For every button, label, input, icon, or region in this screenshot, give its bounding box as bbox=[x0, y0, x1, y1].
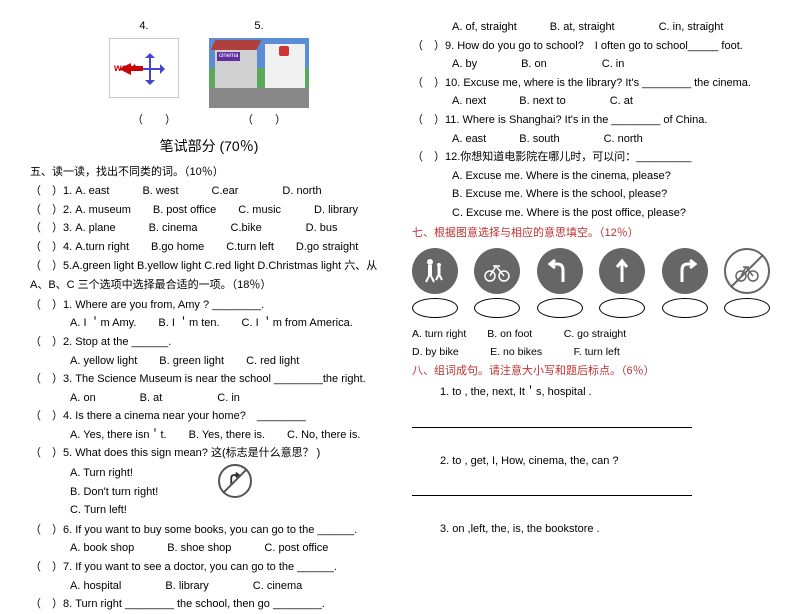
q6-6-choices: A. book shop B. shoe shop C. post office bbox=[30, 540, 388, 558]
q6-9-choices: A. by B. on C. in bbox=[412, 56, 770, 74]
q6-4[interactable]: （ ）4. Is there a cinema near your home? … bbox=[30, 408, 388, 426]
q5-5[interactable]: （ ）5.A.green light B.yellow light C.red … bbox=[30, 258, 388, 276]
q6-2[interactable]: （ ）2. Stop at the ______. bbox=[30, 334, 388, 352]
q5-2[interactable]: （ ）2. A. museum B. post office C. music … bbox=[30, 202, 388, 220]
no-right-turn-icon bbox=[218, 464, 252, 498]
sign-row bbox=[412, 248, 770, 294]
answer-oval-1[interactable] bbox=[412, 298, 458, 318]
q6-5[interactable]: （ ）5. What does this sign mean? 这(标志是什么意… bbox=[30, 445, 388, 463]
img5-label: 5. bbox=[209, 18, 309, 36]
q6-1-choices: A. I ＇m Amy. B. I ＇m ten. C. I ＇m from A… bbox=[30, 315, 388, 333]
q6-3-choices: A. on B. at C. in bbox=[30, 390, 388, 408]
img4-label: 4. bbox=[109, 18, 179, 36]
cinema-image: cinema bbox=[209, 38, 309, 108]
section-6-header: A、B、C 三个选项中选择最合适的一项。（18％） bbox=[30, 277, 388, 295]
q6-11-choices: A. east B. south C. north bbox=[412, 131, 770, 149]
sec7-options-1: A. turn right B. on foot C. go straight bbox=[412, 326, 770, 343]
q6-5b: B. Don't turn right! bbox=[30, 484, 158, 502]
left-column: 4. west 5. cinema （ ） （ ） 笔 bbox=[30, 18, 388, 548]
arrow-horizontal-icon bbox=[143, 68, 161, 70]
q6-7-choices: A. hospital B. library C. cinema bbox=[30, 578, 388, 596]
q8-1: 1. to , the, next, It＇s, hospital . bbox=[412, 384, 770, 402]
west-text: west bbox=[114, 61, 136, 77]
q6-9[interactable]: （ ）9. How do you go to school? I often g… bbox=[412, 38, 770, 56]
no-bikes-sign-icon bbox=[724, 248, 770, 294]
pedestrian-sign-icon bbox=[412, 248, 458, 294]
q5-3[interactable]: （ ）3. A. plane B. cinema C.bike D. bus bbox=[30, 220, 388, 238]
q6-7[interactable]: （ ）7. If you want to see a doctor, you c… bbox=[30, 559, 388, 577]
q6-2-choices: A. yellow light B. green light C. red li… bbox=[30, 353, 388, 371]
image-4: 4. west bbox=[109, 18, 179, 108]
written-section-title: 笔试部分 (70％) bbox=[30, 135, 388, 157]
q6-10-choices: A. next B. next to C. at bbox=[412, 93, 770, 111]
q6-12[interactable]: （ ）12.你想知道电影院在哪儿时，可以问：_________ bbox=[412, 149, 770, 167]
q6-10[interactable]: （ ）10. Excuse me, where is the library? … bbox=[412, 75, 770, 93]
q5-4[interactable]: （ ）4. A.turn right B.go home C.turn left… bbox=[30, 239, 388, 257]
road bbox=[209, 88, 309, 108]
answer-line-1[interactable] bbox=[412, 417, 692, 428]
paren-row: （ ） （ ） bbox=[99, 112, 319, 130]
q6-12c: C. Excuse me. Where is the post office, … bbox=[412, 205, 770, 223]
turn-left-sign-icon bbox=[537, 248, 583, 294]
bicycle-sign-icon bbox=[474, 248, 520, 294]
q6-12a: A. Excuse me. Where is the cinema, pleas… bbox=[412, 168, 770, 186]
q6-1[interactable]: （ ）1. Where are you from, Amy ? ________… bbox=[30, 297, 388, 315]
q6-8[interactable]: （ ）8. Turn right ________ the school, th… bbox=[30, 596, 388, 614]
q6-5a: A. Turn right! bbox=[30, 465, 158, 483]
turn-right-sign-icon bbox=[662, 248, 708, 294]
section-5-header: 五、读一读，找出不同类的词。（10％） bbox=[30, 164, 388, 182]
right-column: A. of, straight B. at, straight C. in, s… bbox=[412, 18, 770, 548]
image-5: 5. cinema bbox=[209, 18, 309, 108]
paren-5[interactable]: （ ） bbox=[242, 112, 286, 130]
west-image: west bbox=[109, 38, 179, 98]
answer-oval-5[interactable] bbox=[662, 298, 708, 318]
image-row: 4. west 5. cinema bbox=[30, 18, 388, 108]
q6-4-choices: A. Yes, there isn＇t. B. Yes, there is. C… bbox=[30, 427, 388, 445]
q6-12b: B. Excuse me. Where is the school, pleas… bbox=[412, 186, 770, 204]
hospital-building bbox=[265, 44, 305, 92]
q5-1[interactable]: （ ）1. A. east B. west C.ear D. north bbox=[30, 183, 388, 201]
cinema-building: cinema bbox=[215, 48, 257, 92]
sec7-options-2: D. by bike E. no bikes F. turn left bbox=[412, 344, 770, 361]
q6-8-choices: A. of, straight B. at, straight C. in, s… bbox=[412, 19, 770, 37]
q6-5c: C. Turn left! bbox=[30, 502, 158, 520]
answer-oval-3[interactable] bbox=[537, 298, 583, 318]
q6-3[interactable]: （ ）3. The Science Museum is near the sch… bbox=[30, 371, 388, 389]
answer-oval-4[interactable] bbox=[599, 298, 645, 318]
q8-3: 3. on ,left, the, is, the bookstore . bbox=[412, 521, 770, 539]
section-7-header: 七、根据图意选择与相应的意思填空。（12％） bbox=[412, 225, 770, 243]
answer-oval-2[interactable] bbox=[474, 298, 520, 318]
q8-2: 2. to , get, I, How, cinema, the, can ? bbox=[412, 453, 770, 471]
straight-sign-icon bbox=[599, 248, 645, 294]
paren-4[interactable]: （ ） bbox=[132, 112, 176, 130]
section-8-header: 八、组词成句。请注意大小写和题后标点。（6％） bbox=[412, 363, 770, 381]
oval-row bbox=[412, 298, 770, 318]
q6-11[interactable]: （ ）11. Where is Shanghai? It's in the __… bbox=[412, 112, 770, 130]
cinema-sign: cinema bbox=[217, 52, 240, 62]
answer-oval-6[interactable] bbox=[724, 298, 770, 318]
answer-line-2[interactable] bbox=[412, 485, 692, 496]
q6-6[interactable]: （ ）6. If you want to buy some books, you… bbox=[30, 522, 388, 540]
